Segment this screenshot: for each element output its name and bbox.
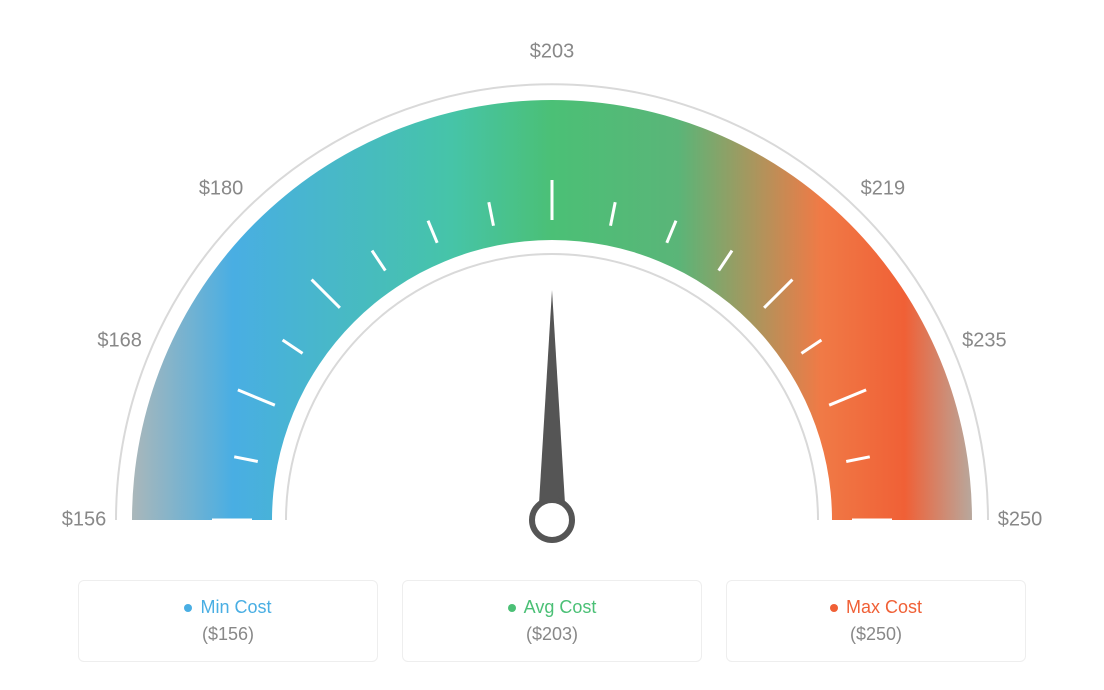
legend-card-max: Max Cost ($250) [726, 580, 1026, 662]
legend-card-min: Min Cost ($156) [78, 580, 378, 662]
legend-row: Min Cost ($156) Avg Cost ($203) Max Cost… [78, 580, 1026, 662]
gauge-needle-hub [532, 500, 572, 540]
legend-avg-top: Avg Cost [508, 597, 597, 618]
legend-max-dot [830, 604, 838, 612]
gauge-tick-label: $250 [998, 509, 1043, 532]
cost-gauge: $156 $168 $180 $203 $219 $235 $250 [0, 0, 1104, 560]
legend-avg-value: ($203) [526, 624, 578, 645]
gauge-tick-label: $168 [97, 329, 142, 352]
legend-min-label: Min Cost [200, 597, 271, 618]
legend-max-value: ($250) [850, 624, 902, 645]
legend-max-label: Max Cost [846, 597, 922, 618]
legend-max-top: Max Cost [830, 597, 922, 618]
gauge-tick-label: $203 [530, 41, 575, 64]
legend-min-top: Min Cost [184, 597, 271, 618]
gauge-tick-label: $235 [962, 329, 1007, 352]
gauge-tick-label: $180 [199, 178, 244, 201]
legend-min-value: ($156) [202, 624, 254, 645]
gauge-tick-label: $219 [861, 178, 906, 201]
gauge-svg [0, 20, 1104, 580]
legend-min-dot [184, 604, 192, 612]
gauge-tick-label: $156 [62, 509, 107, 532]
legend-card-avg: Avg Cost ($203) [402, 580, 702, 662]
legend-avg-dot [508, 604, 516, 612]
gauge-needle [538, 290, 566, 520]
legend-avg-label: Avg Cost [524, 597, 597, 618]
